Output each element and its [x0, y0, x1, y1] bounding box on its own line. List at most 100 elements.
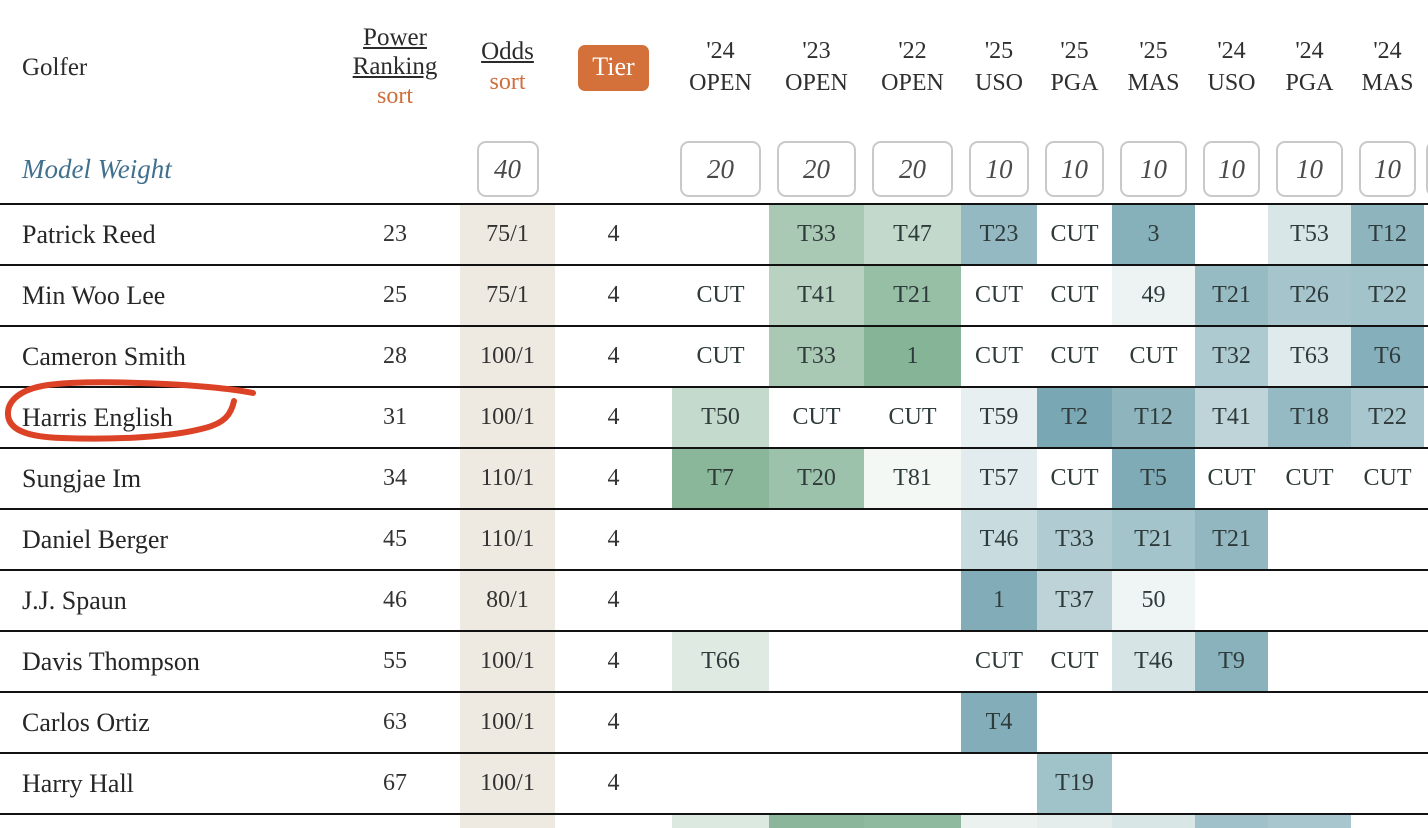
- result-cell: CUT: [888, 404, 937, 430]
- result-cell: T33: [769, 205, 864, 264]
- golfer-name: Carlos Ortiz: [22, 707, 150, 737]
- odds-sort-label[interactable]: sort: [489, 69, 526, 96]
- tournament-weight-input[interactable]: 20: [872, 141, 953, 197]
- result-cell: [1351, 571, 1424, 630]
- tournament-year: '23: [802, 38, 831, 65]
- tournament-year: '24: [1373, 38, 1402, 65]
- tier-value: 4: [607, 465, 620, 491]
- result-cell: T63: [1268, 327, 1351, 386]
- tournament-weight-input[interactable]: 10: [1359, 141, 1416, 197]
- odds-value: 110/1: [460, 449, 555, 508]
- odds-value: 80/1: [460, 571, 555, 630]
- result-cell: [1268, 693, 1351, 752]
- golfer-name: Daniel Berger: [22, 524, 169, 554]
- result-cell: [1351, 693, 1424, 752]
- power-ranking-value: 25: [383, 282, 407, 308]
- golfer-name: Patrick Reed: [22, 219, 156, 249]
- row-sliver: [1424, 449, 1428, 508]
- result-cell: CUT: [792, 404, 841, 430]
- result-cell: 1: [864, 327, 961, 386]
- model-weight-cell-2: 20: [864, 135, 961, 203]
- result-cell: CUT: [975, 343, 1023, 369]
- tier-button[interactable]: Tier: [578, 44, 649, 91]
- partial-tier-cell: [555, 815, 672, 828]
- odds-sort-link[interactable]: Odds: [481, 38, 534, 66]
- power-ranking-value: 46: [383, 587, 407, 613]
- tournament-weight-input[interactable]: 10: [969, 141, 1029, 197]
- table-row-min-woo-lee: Min Woo Lee 25 75/1 4 CUT T41 T21 CUT CUT 49 T21 T2…: [0, 264, 1428, 325]
- tier-value: 4: [607, 343, 620, 369]
- result-cell: T12: [1351, 205, 1424, 264]
- tournament-weight-input[interactable]: 10: [1045, 141, 1104, 197]
- tournament-weight-input[interactable]: 20: [777, 141, 856, 197]
- result-cell: T37: [1037, 571, 1112, 630]
- row-sliver: [1424, 754, 1428, 813]
- result-cell: [864, 693, 961, 752]
- tier-value: 4: [607, 221, 620, 247]
- result-cell: T53: [1268, 205, 1351, 264]
- row-sliver: [1424, 693, 1428, 752]
- result-cell: T21: [1112, 510, 1195, 569]
- result-cell: [769, 632, 864, 691]
- model-weight-power-cell: [330, 135, 460, 203]
- odds-value: 75/1: [460, 266, 555, 325]
- table-row-carlos-ortiz: Carlos Ortiz 63 100/1 4 T4: [0, 691, 1428, 752]
- tournament-weight-input[interactable]: 20: [680, 141, 761, 197]
- tournament-year: '24: [706, 38, 735, 65]
- tournament-weight-input[interactable]: 10: [1276, 141, 1343, 197]
- result-cell: T12: [1112, 388, 1195, 447]
- tier-value: 4: [607, 587, 620, 613]
- golfer-name: Cameron Smith: [22, 341, 186, 371]
- result-cell: T21: [864, 266, 961, 325]
- result-cell: T22: [1351, 388, 1424, 447]
- result-cell: T22: [1351, 266, 1424, 325]
- odds-weight-input[interactable]: 40: [476, 141, 539, 197]
- result-cell: [1195, 571, 1268, 630]
- tournament-weight-input[interactable]: 10: [1203, 141, 1260, 197]
- result-cell: [1268, 571, 1351, 630]
- tournament-name: PGA: [1285, 69, 1334, 96]
- result-cell: T21: [1195, 510, 1268, 569]
- model-weight-cell-5: 10: [1112, 135, 1195, 203]
- result-cell: 3: [1112, 205, 1195, 264]
- power-ranking-value: 55: [383, 648, 407, 674]
- result-cell: T81: [864, 449, 961, 508]
- power-ranking-sort-label[interactable]: sort: [377, 83, 413, 110]
- result-cell: [769, 693, 864, 752]
- golfer-name: Davis Thompson: [22, 646, 200, 676]
- tournament-weight-input[interactable]: 10: [1120, 141, 1187, 197]
- model-weight-cell-6: 10: [1195, 135, 1268, 203]
- table-row-patrick-reed: Patrick Reed 23 75/1 4 T33 T47 T23 CUT 3 T53 T12: [0, 203, 1428, 264]
- partial-sliver: [1424, 815, 1428, 828]
- result-cell: [1195, 693, 1268, 752]
- partial-table-row: [0, 813, 1428, 828]
- table-row-j-j-spaun: J.J. Spaun 46 80/1 4 1 T37 50: [0, 569, 1428, 630]
- model-weight-row: Model Weight 40 20 20 20 10 10 10 10 10 10: [0, 135, 1428, 203]
- result-cell: T50: [672, 388, 769, 447]
- tournament-name: OPEN: [881, 69, 944, 96]
- odds-value: 100/1: [460, 388, 555, 447]
- golfer-name: Min Woo Lee: [22, 280, 166, 310]
- tournament-name: MAS: [1361, 69, 1414, 96]
- result-cell: T57: [961, 449, 1037, 508]
- table-body: Patrick Reed 23 75/1 4 T33 T47 T23 CUT 3 T53 T12 Mi…: [0, 203, 1428, 813]
- partial-result-cell: [1268, 815, 1351, 828]
- result-cell: [1268, 632, 1351, 691]
- power-ranking-value: 31: [383, 404, 407, 430]
- table-row-harris-english: Harris English 31 100/1 4 T50 CUT CUT T59 T2 T12 T…: [0, 386, 1428, 447]
- table-row-cameron-smith: Cameron Smith 28 100/1 4 CUT T33 1 CUT CUT CUT T32…: [0, 325, 1428, 386]
- odds-column-header: Odds sort: [460, 0, 555, 135]
- tournament-year: '24: [1295, 38, 1324, 65]
- result-cell: T47: [864, 205, 961, 264]
- result-cell: T9: [1195, 632, 1268, 691]
- tier-value: 4: [607, 404, 620, 430]
- tournament-name: OPEN: [785, 69, 848, 96]
- result-cell: CUT: [1050, 343, 1099, 369]
- partial-odds-cell: [460, 815, 555, 828]
- result-cell: CUT: [696, 282, 745, 308]
- result-cell: T32: [1195, 327, 1268, 386]
- tournament-name: OPEN: [689, 69, 752, 96]
- power-ranking-sort-link[interactable]: Power Ranking: [352, 23, 438, 80]
- result-cell: [1351, 510, 1424, 569]
- result-cell: CUT: [1129, 343, 1178, 369]
